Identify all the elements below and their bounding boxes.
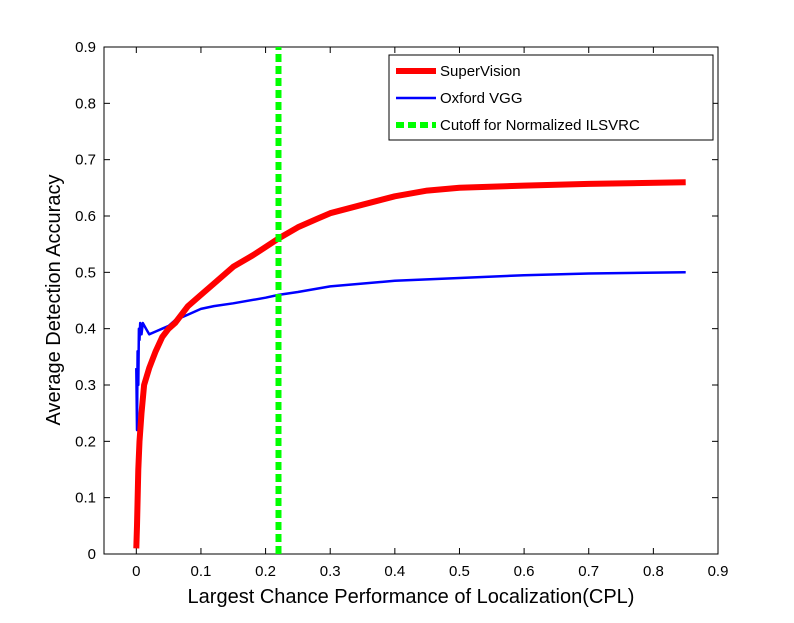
y-tick-label-1: 0.1 xyxy=(75,490,96,507)
x-tick-label-4: 0.4 xyxy=(384,563,405,580)
y-tick-label-9: 0.9 xyxy=(75,39,96,56)
y-axis-ticks: 0 0.1 0.2 0.3 0.4 0.5 0.6 0.7 0.8 0.9 xyxy=(75,39,718,563)
y-tick-label-7: 0.7 xyxy=(75,152,96,169)
y-tick-label-4: 0.4 xyxy=(75,321,96,338)
series-layer xyxy=(133,47,686,554)
x-tick-label-7: 0.7 xyxy=(578,563,599,580)
legend: SuperVision Oxford VGG Cutoff for Normaliz… xyxy=(388,54,714,141)
x-axis-label: Largest Chance Performance of Localizati… xyxy=(188,586,635,608)
x-tick-label-1: 0.1 xyxy=(191,563,212,580)
series-line-0 xyxy=(133,179,686,549)
y-tick-label-3: 0.3 xyxy=(75,377,96,394)
legend-label-0: SuperVision xyxy=(440,63,521,80)
legend-label-1: Oxford VGG xyxy=(440,90,523,107)
y-tick-label-2: 0.2 xyxy=(75,433,96,450)
y-axis-label: Average Detection Accuracy xyxy=(43,175,65,426)
y-tick-label-0: 0 xyxy=(88,546,96,563)
x-tick-label-2: 0.2 xyxy=(255,563,276,580)
x-tick-label-0: 0 xyxy=(132,563,140,580)
x-tick-label-6: 0.6 xyxy=(514,563,535,580)
x-tick-label-9: 0.9 xyxy=(708,563,729,580)
x-tick-label-8: 0.8 xyxy=(643,563,664,580)
y-tick-label-5: 0.5 xyxy=(75,264,96,281)
x-axis-ticks: 0 0.1 0.2 0.3 0.4 0.5 0.6 0.7 0.8 0.9 xyxy=(132,47,728,580)
legend-label-2: Cutoff for Normalized ILSVRC xyxy=(440,117,640,134)
x-tick-label-5: 0.5 xyxy=(449,563,470,580)
legend-box xyxy=(388,54,714,141)
y-tick-label-8: 0.8 xyxy=(75,95,96,112)
y-tick-label-6: 0.6 xyxy=(75,208,96,225)
x-tick-label-3: 0.3 xyxy=(320,563,341,580)
